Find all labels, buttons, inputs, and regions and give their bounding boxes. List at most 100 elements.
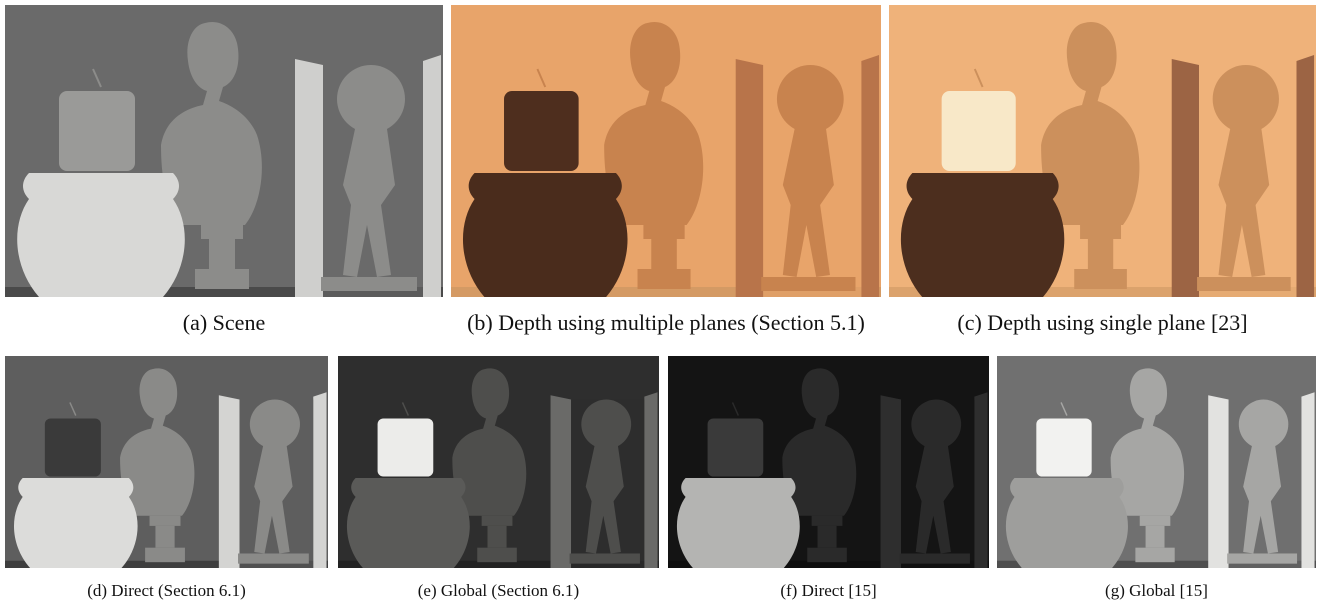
candle (59, 91, 135, 171)
board-right-panel (1301, 392, 1315, 568)
bust-pedestal-base (477, 547, 517, 563)
atlas-globe (581, 399, 632, 449)
candle (504, 91, 579, 171)
caption-a: (a) Scene (182, 310, 266, 335)
caption-g: (g) Global [15] (1105, 581, 1208, 600)
bust-pedestal-top (811, 515, 843, 526)
bust-pedestal-column (651, 239, 677, 269)
candle-wick (731, 402, 740, 416)
caption-f: (f) Direct [15] (780, 581, 877, 600)
board-left-panel (295, 59, 323, 297)
atlas-globe (1212, 65, 1279, 133)
vase (13, 477, 138, 568)
atlas-base (569, 553, 640, 564)
atlas-base (899, 553, 970, 564)
atlas-globe (911, 399, 962, 449)
atlas-figure (585, 446, 624, 554)
caption-d: (d) Direct (Section 6.1) (87, 581, 246, 600)
bust-pedestal-column (817, 525, 837, 548)
bust-pedestal-base (637, 269, 691, 289)
candle (1036, 418, 1092, 477)
bust-pedestal-column (209, 239, 235, 269)
bust-figure (1110, 368, 1185, 516)
candle (707, 418, 764, 477)
panel-c-depth-single-plane (889, 5, 1316, 297)
panel-b-depth-multiple-planes (451, 5, 881, 297)
bust-figure (604, 21, 704, 225)
shelf (889, 287, 1316, 297)
shelf (997, 560, 1316, 568)
bust-pedestal-top (1139, 515, 1171, 526)
bust-pedestal-base (1135, 547, 1175, 563)
atlas-globe (776, 65, 844, 133)
board-right-panel (423, 55, 441, 297)
bust-figure (782, 368, 857, 516)
panel-g-global-ref (997, 356, 1316, 568)
global-section-image (338, 356, 659, 568)
direct-ref-image (668, 356, 989, 568)
panel-d-direct-section (5, 356, 328, 568)
bust-figure (1041, 21, 1140, 225)
direct-section-image (5, 356, 328, 568)
bust-pedestal-column (487, 525, 507, 548)
vase (1005, 477, 1128, 568)
atlas-figure (1243, 446, 1282, 554)
atlas-figure (782, 129, 834, 277)
scene-image (5, 5, 443, 297)
atlas-base (1227, 553, 1298, 564)
bust-pedestal-top (201, 225, 243, 239)
bust-pedestal-base (807, 547, 847, 563)
candle-wick (92, 68, 102, 88)
bust-pedestal-column (1087, 239, 1114, 269)
shelf (668, 560, 989, 568)
candle-wick (69, 402, 77, 416)
board-right-panel (644, 392, 658, 568)
shelf (5, 560, 328, 568)
bust-pedestal-top (149, 515, 181, 526)
bust-pedestal-base (145, 547, 185, 563)
board-left-panel (218, 395, 240, 568)
atlas-base (238, 553, 309, 564)
bust-pedestal-base (195, 269, 249, 289)
candle (941, 91, 1016, 171)
depth-multiple-planes-image (451, 5, 881, 297)
shelf (338, 560, 659, 568)
shelf (5, 287, 443, 297)
candle-wick (1060, 402, 1068, 416)
atlas-base (321, 277, 417, 291)
candle (377, 418, 434, 477)
bust-pedestal-top (481, 515, 513, 526)
atlas-base (1197, 277, 1291, 291)
vase (676, 477, 800, 568)
caption-c: (c) Depth using single plane [23] (957, 310, 1248, 335)
board-left-panel (880, 395, 902, 568)
caption-e: (e) Global (Section 6.1) (417, 581, 580, 600)
panel-f-direct-ref (668, 356, 989, 568)
depth-single-plane-image (889, 5, 1316, 297)
atlas-figure (1218, 129, 1270, 277)
candle-wick (536, 68, 547, 88)
bust-figure (161, 21, 262, 225)
shelf (451, 287, 881, 297)
caption-b: (b) Depth using multiple planes (Section… (467, 310, 865, 335)
atlas-globe (337, 65, 405, 133)
panel-a-scene (5, 5, 443, 297)
vase (17, 173, 185, 297)
bust-pedestal-top (1080, 225, 1122, 239)
atlas-figure (254, 446, 293, 554)
board-right-panel (974, 392, 988, 568)
bust-pedestal-column (155, 525, 175, 548)
candle-wick (401, 402, 410, 416)
bust-figure (120, 368, 195, 516)
atlas-globe (1238, 399, 1289, 449)
board-left-panel (550, 395, 572, 568)
atlas-figure (343, 129, 395, 277)
board-right-panel (1296, 55, 1315, 297)
atlas-base (761, 277, 856, 291)
atlas-figure (915, 446, 954, 554)
atlas-globe (249, 399, 300, 449)
vase (900, 173, 1065, 297)
bust-figure (452, 368, 527, 516)
candle-wick (973, 68, 984, 88)
bust-pedestal-top (643, 225, 685, 239)
